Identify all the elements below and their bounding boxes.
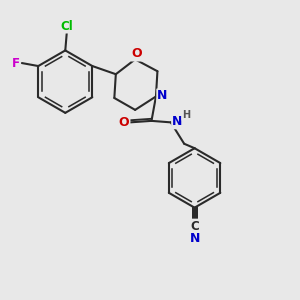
Text: C: C bbox=[190, 222, 199, 232]
Text: N: N bbox=[189, 232, 200, 245]
Text: O: O bbox=[131, 47, 142, 61]
Text: N: N bbox=[172, 115, 182, 128]
Text: N: N bbox=[157, 89, 168, 102]
Text: O: O bbox=[119, 116, 130, 129]
Text: H: H bbox=[182, 110, 190, 120]
Text: F: F bbox=[11, 57, 20, 70]
Text: C: C bbox=[190, 220, 199, 232]
Text: Cl: Cl bbox=[60, 20, 73, 33]
